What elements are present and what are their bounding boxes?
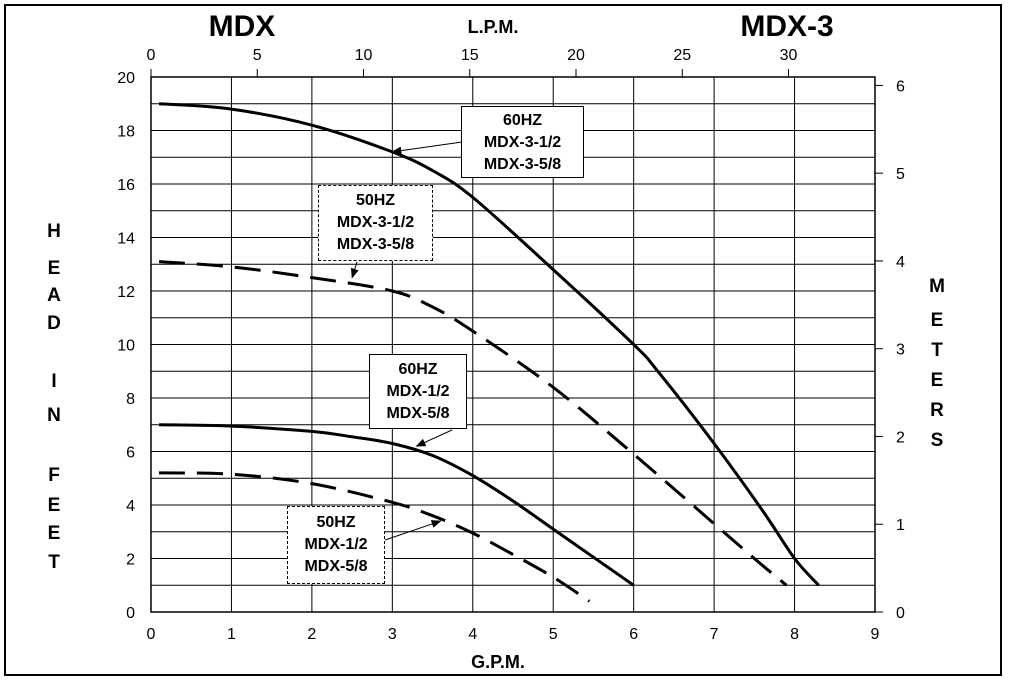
annotation-line: 50HZ — [316, 514, 356, 531]
meters-tick-label: 6 — [896, 78, 905, 95]
annotation-arrow — [384, 520, 442, 541]
annotation-line: MDX-5/8 — [386, 405, 450, 422]
meters-tick-label: 0 — [896, 605, 905, 622]
annotation-line: 50HZ — [355, 192, 396, 209]
axis-title-letter: E — [47, 258, 61, 279]
annotation-50hz-mdx3: 50HZ MDX-3-1/2 MDX-3-5/8 — [318, 185, 433, 261]
annotation-line: MDX-3-1/2 — [483, 134, 562, 151]
meters-tick-label: 2 — [896, 429, 905, 446]
x-tick-label: 4 — [468, 626, 477, 643]
y-tick-label: 18 — [117, 124, 135, 141]
x-axis-title: G.P.M. — [471, 652, 525, 672]
annotation-60hz-mdx3: 60HZ MDX-3-1/2 MDX-3-5/8 — [461, 106, 584, 178]
x-tick-label: 8 — [790, 626, 799, 643]
axis-title-letter: T — [931, 340, 943, 361]
lpm-tick-label: 30 — [780, 47, 798, 64]
annotation-line: 60HZ — [502, 112, 543, 129]
annotation-line: MDX-1/2 — [386, 383, 450, 400]
y-tick-label: 0 — [126, 605, 135, 622]
lpm-tick-label: 15 — [461, 47, 479, 64]
y-tick-label: 16 — [117, 177, 135, 194]
x-tick-label: 3 — [388, 626, 397, 643]
annotation-line: MDX-5/8 — [304, 558, 368, 575]
axis-title-letter: T — [48, 552, 60, 573]
annotation-arrow — [391, 141, 463, 155]
curve-mdx3-50 — [158, 260, 788, 587]
lpm-tick-label: 5 — [253, 47, 262, 64]
x-tick-label: 1 — [227, 626, 236, 643]
y-tick-label: 6 — [126, 445, 135, 462]
axis-title-letter: E — [930, 370, 944, 391]
plot-area-border — [150, 76, 876, 613]
axis-title-letter: N — [47, 405, 61, 426]
meters-tick-label: 3 — [896, 342, 905, 359]
lpm-tick-label: 25 — [673, 47, 691, 64]
annotation-line: MDX-3-5/8 — [336, 236, 415, 253]
x-tick-label: 0 — [147, 626, 156, 643]
annotation-arrow — [350, 261, 359, 279]
y-tick-label: 12 — [117, 284, 135, 301]
axis-title-letter: A — [47, 285, 61, 306]
meters-tick-label: 5 — [896, 166, 905, 183]
axis-title-letter: F — [48, 465, 60, 486]
chart-frame — [4, 4, 1002, 676]
meters-tick-label: 1 — [896, 517, 905, 534]
y-tick-label: 14 — [117, 231, 135, 248]
curve-mdx3-60 — [158, 102, 820, 587]
axis-title-letter: M — [929, 276, 945, 297]
meters-tick-label: 4 — [896, 254, 905, 271]
y-tick-label: 4 — [126, 498, 135, 515]
annotation-line: MDX-3-5/8 — [483, 156, 562, 173]
x-tick-label: 7 — [710, 626, 719, 643]
lpm-tick-label: 20 — [567, 47, 585, 64]
right-title: MDX-3 — [740, 10, 833, 43]
left-title: MDX — [209, 10, 276, 43]
axis-title-letter: S — [930, 430, 944, 451]
x-tick-label: 6 — [629, 626, 638, 643]
y-tick-label: 8 — [126, 391, 135, 408]
annotation-arrow — [415, 429, 453, 447]
lpm-axis-title: L.P.M. — [468, 17, 519, 37]
axis-title-letter: E — [47, 523, 61, 544]
annotation-line: MDX-1/2 — [304, 536, 368, 553]
curve-mdx-50 — [158, 471, 591, 603]
axis-title-letter: H — [47, 221, 61, 242]
annotation-line: MDX-3-1/2 — [336, 214, 415, 231]
x-tick-label: 9 — [871, 626, 880, 643]
lpm-tick-label: 0 — [147, 47, 156, 64]
axis-title-letter: D — [47, 313, 61, 334]
x-tick-label: 5 — [549, 626, 558, 643]
axis-title-letter: E — [930, 310, 944, 331]
y-tick-label: 20 — [117, 70, 135, 87]
y-tick-label: 10 — [117, 338, 135, 355]
axis-title-letter: R — [930, 400, 944, 421]
y-tick-label: 2 — [126, 552, 135, 569]
annotation-50hz-mdx: 50HZ MDX-1/2 MDX-5/8 — [287, 506, 385, 584]
axis-title-letter: E — [47, 495, 61, 516]
x-tick-label: 2 — [307, 626, 316, 643]
lpm-tick-label: 10 — [355, 47, 373, 64]
axis-title-letter: I — [51, 371, 57, 392]
curve-mdx-60 — [158, 423, 635, 587]
annotation-60hz-mdx: 60HZ MDX-1/2 MDX-5/8 — [369, 354, 467, 429]
annotation-line: 60HZ — [398, 361, 438, 378]
